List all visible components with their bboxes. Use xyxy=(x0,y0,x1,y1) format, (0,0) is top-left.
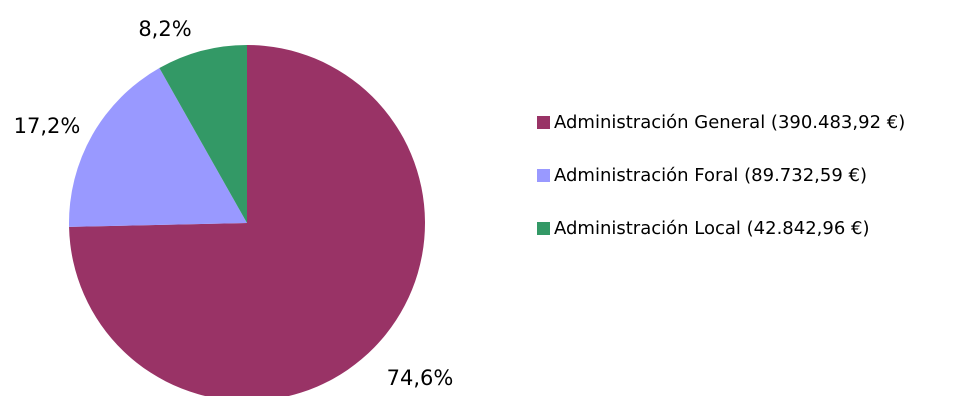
pie-slice-administracion-general xyxy=(69,45,425,396)
chart-legend: Administración General (390.483,92 €) Ad… xyxy=(537,111,905,270)
legend-swatch-administracion-foral xyxy=(537,168,550,182)
legend-label-administracion-general: Administración General (390.483,92 €) xyxy=(554,111,906,133)
legend-item-administracion-foral: Administración Foral (89.732,59 €) xyxy=(537,164,905,186)
legend-item-administracion-general: Administración General (390.483,92 €) xyxy=(537,111,905,133)
legend-label-administracion-foral: Administración Foral (89.732,59 €) xyxy=(554,164,867,186)
pie-label-administracion-foral: 17,2% xyxy=(14,114,81,138)
pie-label-administracion-general: 74,6% xyxy=(387,366,454,390)
legend-label-administracion-local: Administración Local (42.842,96 €) xyxy=(554,217,870,239)
pie-slice-administracion-foral xyxy=(69,68,247,227)
pie-label-administracion-local: 8,2% xyxy=(138,17,191,41)
legend-swatch-administracion-local xyxy=(537,221,550,235)
pie-slice-administracion-local xyxy=(159,45,247,223)
legend-item-administracion-local: Administración Local (42.842,96 €) xyxy=(537,217,905,239)
legend-swatch-administracion-general xyxy=(537,115,550,129)
